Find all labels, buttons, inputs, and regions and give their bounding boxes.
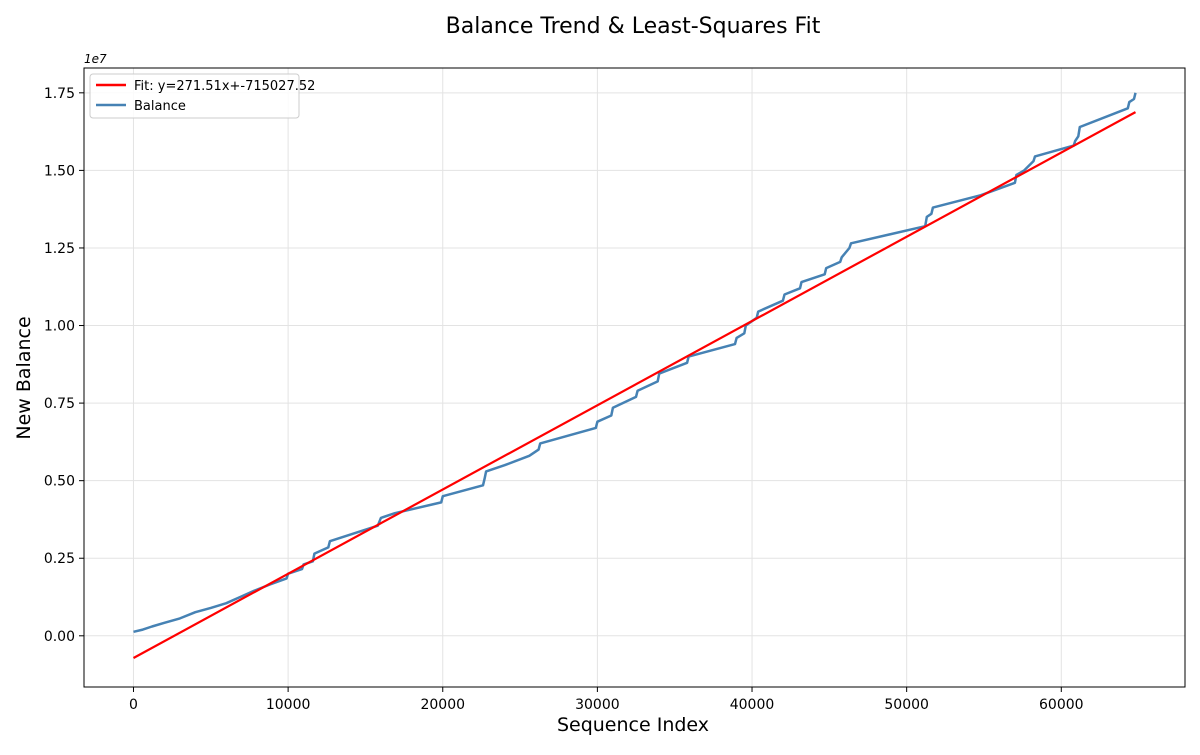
x-tick-label: 50000 xyxy=(884,697,929,713)
plot-area-frame xyxy=(83,67,1186,688)
x-tick-label: 10000 xyxy=(266,697,311,713)
x-tick-label: 60000 xyxy=(1039,697,1084,713)
legend-fit-label: Fit: y=271.51x+-715027.52 xyxy=(134,79,315,94)
y-tick-label: 0.25 xyxy=(44,551,75,567)
y-tick-label: 1.75 xyxy=(44,86,75,102)
fit-series-line xyxy=(132,111,1137,659)
y-tick-label: 1.25 xyxy=(44,241,75,257)
y-axis-offset-label: 1e7 xyxy=(84,52,107,66)
chart-title: Balance Trend & Least-Squares Fit xyxy=(446,14,821,39)
series-layer xyxy=(132,92,1137,659)
y-tick-label: 0.75 xyxy=(44,396,75,412)
y-tick-label: 0.00 xyxy=(44,629,75,645)
legend: Fit: y=271.51x+-715027.52 Balance xyxy=(89,73,315,119)
x-tick-label: 30000 xyxy=(575,697,620,713)
y-axis-ticks: 0.00 0.25 0.50 0.75 1.00 1.25 1.50 1.75 xyxy=(44,86,84,645)
x-tick-label: 0 xyxy=(129,697,138,713)
y-axis-label: New Balance xyxy=(13,316,35,439)
x-axis-ticks: 0 10000 20000 30000 40000 50000 60000 xyxy=(129,687,1084,713)
y-tick-label: 0.50 xyxy=(44,474,75,490)
legend-balance-label: Balance xyxy=(134,99,186,114)
grid-layer xyxy=(84,68,1185,687)
balance-series-line xyxy=(133,92,1137,634)
y-tick-label: 1.50 xyxy=(44,163,75,179)
legend-box xyxy=(89,73,300,119)
x-tick-label: 20000 xyxy=(420,697,465,713)
x-tick-label: 40000 xyxy=(730,697,775,713)
y-tick-label: 1.00 xyxy=(44,319,75,335)
x-axis-label: Sequence Index xyxy=(557,714,709,736)
